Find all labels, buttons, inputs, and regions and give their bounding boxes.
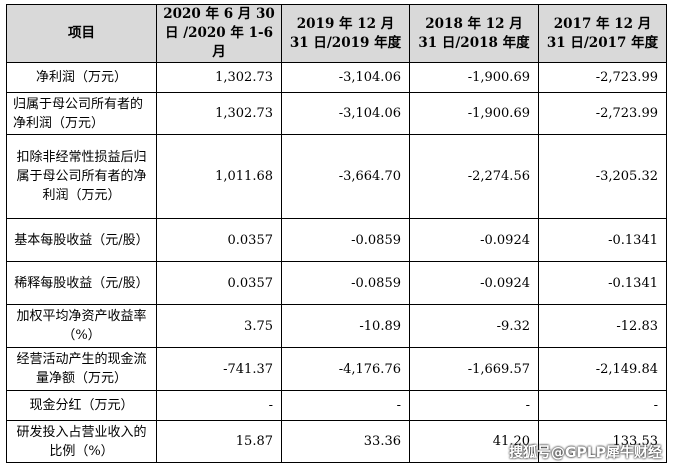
- row-label: 扣除非经常性损益后归属于母公司所有者的净利润（万元）: [6, 134, 157, 219]
- header-2019: 2019 年 12 月 31 日/2019 年度: [281, 4, 410, 63]
- cell-value: -0.1341: [538, 218, 667, 262]
- cell-value: -3,205.32: [538, 134, 667, 219]
- cell-value: -3,664.70: [281, 134, 410, 219]
- cell-value: 3.75: [156, 304, 282, 348]
- cell-value: 0.0357: [156, 218, 282, 262]
- header-2017: 2017 年 12 月 31 日/2017 年度: [538, 4, 667, 63]
- source-watermark: 搜狐号@GPLP犀牛财经: [509, 445, 662, 461]
- cell-value: -3,104.06: [281, 62, 410, 93]
- table-row: 现金分红（万元） - - - -: [6, 390, 667, 421]
- cell-value: -1,669.57: [409, 347, 539, 391]
- cell-value: -2,723.99: [538, 92, 667, 135]
- cell-value: -1,900.69: [409, 62, 539, 93]
- cell-value: -1,900.69: [409, 92, 539, 135]
- cell-value: -4,176.76: [281, 347, 410, 391]
- row-label: 稀释每股收益（元/股）: [6, 261, 157, 305]
- cell-value: -2,723.99: [538, 62, 667, 93]
- cell-value: -: [409, 390, 539, 421]
- cell-value: -3,104.06: [281, 92, 410, 135]
- cell-value: 1,302.73: [156, 62, 282, 93]
- row-label: 经营活动产生的现金流量净额（万元）: [6, 347, 157, 391]
- cell-value: -0.1341: [538, 261, 667, 305]
- row-label: 净利润（万元）: [6, 62, 157, 93]
- header-row: 项目 2020 年 6 月 30 日 /2020 年 1-6 月 2019 年 …: [6, 4, 667, 63]
- row-label: 现金分红（万元）: [6, 390, 157, 421]
- cell-value: 1,011.68: [156, 134, 282, 219]
- table-row: 稀释每股收益（元/股） 0.0357 -0.0859 -0.0924 -0.13…: [6, 261, 667, 305]
- cell-value: -2,149.84: [538, 347, 667, 391]
- cell-value: -: [538, 390, 667, 421]
- header-2018: 2018 年 12 月 31 日/2018 年度: [409, 4, 539, 63]
- cell-value: -12.83: [538, 304, 667, 348]
- row-label: 研发投入占营业收入的比例（%）: [6, 420, 157, 463]
- cell-value: 0.0357: [156, 261, 282, 305]
- cell-value: 133.53: [538, 420, 667, 463]
- table-row: 加权平均净资产收益率（%） 3.75 -10.89 -9.32 -12.83: [6, 304, 667, 348]
- cell-value: 41.20: [409, 420, 539, 463]
- table-row: 归属于母公司所有者的净利润（万元） 1,302.73 -3,104.06 -1,…: [6, 92, 667, 135]
- financial-indicators-table: 项目 2020 年 6 月 30 日 /2020 年 1-6 月 2019 年 …: [6, 4, 667, 463]
- row-label: 归属于母公司所有者的净利润（万元）: [6, 92, 157, 135]
- cell-value: 15.87: [156, 420, 282, 463]
- header-item: 项目: [6, 4, 157, 63]
- cell-value: -0.0924: [409, 218, 539, 262]
- table-row: 基本每股收益（元/股） 0.0357 -0.0859 -0.0924 -0.13…: [6, 218, 667, 262]
- cell-value: -0.0859: [281, 261, 410, 305]
- table-row: 净利润（万元） 1,302.73 -3,104.06 -1,900.69 -2,…: [6, 62, 667, 93]
- cell-value: -10.89: [281, 304, 410, 348]
- table-row: 扣除非经常性损益后归属于母公司所有者的净利润（万元） 1,011.68 -3,6…: [6, 134, 667, 219]
- cell-value: 1,302.73: [156, 92, 282, 135]
- cell-value: -741.37: [156, 347, 282, 391]
- cell-value: -0.0924: [409, 261, 539, 305]
- table-row: 经营活动产生的现金流量净额（万元） -741.37 -4,176.76 -1,6…: [6, 347, 667, 391]
- cell-value: 33.36: [281, 420, 410, 463]
- cell-value: -: [156, 390, 282, 421]
- table-row: 研发投入占营业收入的比例（%） 15.87 33.36 41.20 133.53: [6, 420, 667, 463]
- cell-value: -9.32: [409, 304, 539, 348]
- row-label: 基本每股收益（元/股）: [6, 218, 157, 262]
- row-label: 加权平均净资产收益率（%）: [6, 304, 157, 348]
- cell-value: -: [281, 390, 410, 421]
- header-2020h1: 2020 年 6 月 30 日 /2020 年 1-6 月: [156, 4, 282, 63]
- cell-value: -2,274.56: [409, 134, 539, 219]
- cell-value: -0.0859: [281, 218, 410, 262]
